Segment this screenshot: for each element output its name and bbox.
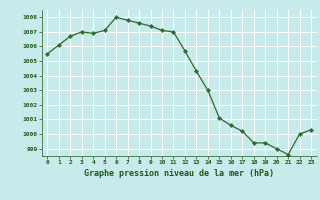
- X-axis label: Graphe pression niveau de la mer (hPa): Graphe pression niveau de la mer (hPa): [84, 169, 274, 178]
